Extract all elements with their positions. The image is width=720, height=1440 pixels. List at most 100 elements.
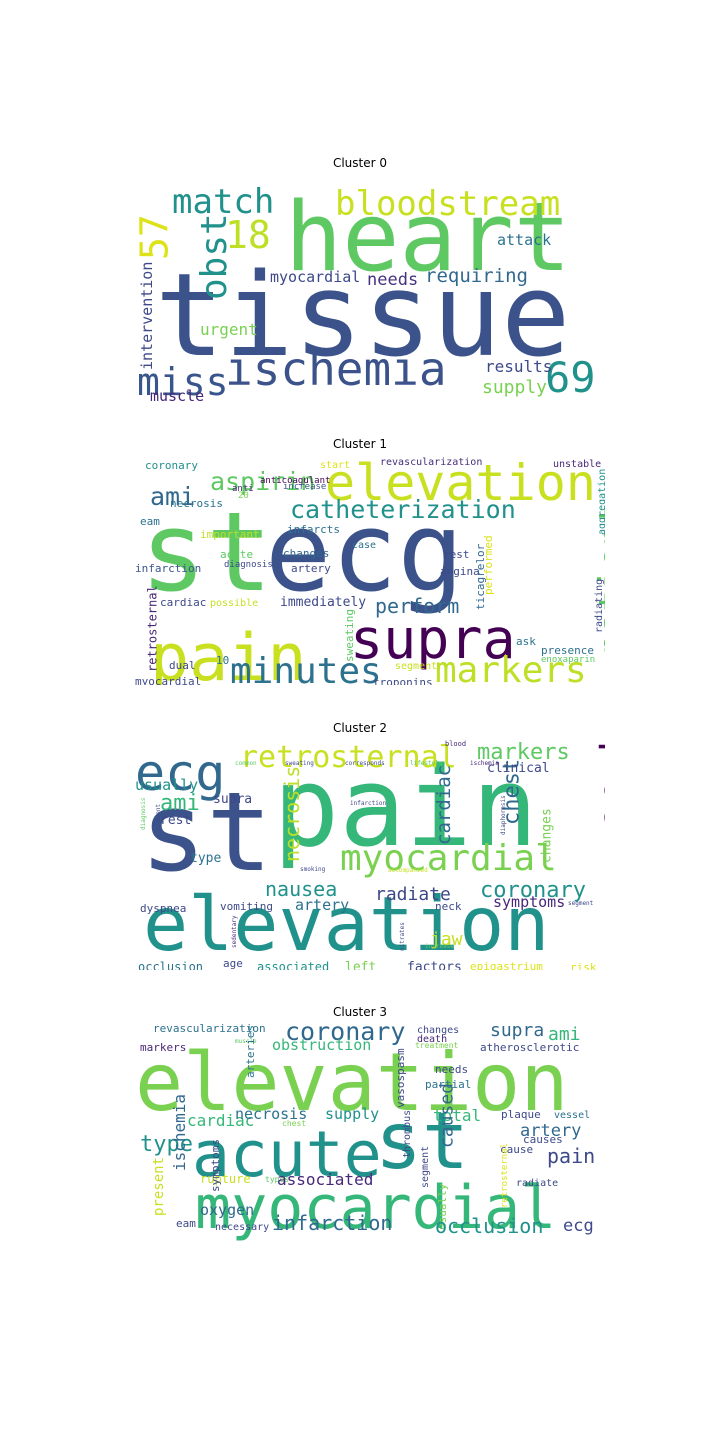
cloud-word: markers xyxy=(435,650,587,685)
cloud-word: bloodstream xyxy=(335,184,560,224)
cloud-word: blood xyxy=(445,740,466,748)
cloud-word: start xyxy=(320,460,350,471)
cloud-word: nausea xyxy=(265,877,337,901)
cloud-word: st xyxy=(140,768,272,896)
word-cloud-panel: tissue heart ischemia bloodstream match 57 18 o… xyxy=(135,170,605,405)
cloud-word: associated xyxy=(277,1170,373,1189)
cluster-title: Cluster 2 xyxy=(332,721,388,735)
cloud-word: left xyxy=(345,960,376,970)
cloud-word: infarcts xyxy=(287,523,340,536)
cloud-word: usually xyxy=(436,1183,449,1230)
cloud-word: ischemia xyxy=(225,342,447,396)
cloud-word: caused xyxy=(436,1083,457,1148)
cloud-word: chest xyxy=(282,1119,306,1128)
cloud-word: pain xyxy=(547,1144,595,1168)
cloud-word: ask xyxy=(516,635,536,648)
cloud-word: needs xyxy=(435,1063,468,1076)
cloud-word: coronary xyxy=(145,459,198,472)
cloud-word: necrosis xyxy=(280,766,304,862)
cloud-word: treatment xyxy=(415,1041,459,1050)
cloud-word: age xyxy=(223,957,243,970)
cloud-word: intervention xyxy=(138,262,156,370)
cloud-word: occlusion xyxy=(138,960,203,970)
cloud-word: symptoms xyxy=(493,893,565,911)
cloud-word: total xyxy=(433,1106,481,1125)
cluster-title: Cluster 0 xyxy=(332,156,388,170)
cloud-word: thrombus xyxy=(402,1110,413,1158)
cloud-word: revascularization xyxy=(153,1022,266,1035)
cloud-word: anti xyxy=(232,484,254,494)
cloud-word: retrosternal xyxy=(500,1143,510,1208)
cloud-word: neck xyxy=(435,900,462,913)
cloud-word: dual xyxy=(169,659,196,672)
cloud-word: supra xyxy=(213,792,252,807)
cloud-word: pain xyxy=(150,621,307,685)
cloud-word: heart xyxy=(285,183,571,293)
cloud-word: sedentary xyxy=(231,915,238,948)
cloud-word: type xyxy=(190,851,221,866)
cloud-word: ischemia xyxy=(470,760,499,767)
cloud-word: changes xyxy=(417,1025,459,1036)
cloud-word: segment xyxy=(420,1146,431,1188)
cloud-word: revascularization xyxy=(380,457,482,468)
cloud-word: diagnosis xyxy=(140,797,147,830)
cloud-word: patient xyxy=(592,503,605,655)
cloud-word: occlusion xyxy=(435,1214,543,1238)
cloud-word: 18 xyxy=(225,213,271,257)
cloud-word: muscle xyxy=(150,387,204,405)
cloud-word: anticoagulant xyxy=(260,476,330,486)
cloud-word: 20 xyxy=(238,491,249,501)
cloud-word: epigastrium xyxy=(470,960,543,970)
cloud-word: attack xyxy=(497,231,551,249)
cloud-word: radiate xyxy=(375,884,451,905)
cloud-word: ecg xyxy=(135,744,225,802)
cloud-word: acute xyxy=(591,735,605,829)
cloud-word: muscle xyxy=(235,1038,257,1045)
cloud-word: retrosternal xyxy=(146,585,160,672)
cloud-word: elevation xyxy=(325,454,596,512)
cloud-word: elevation xyxy=(135,1036,568,1129)
cloud-word: coronary xyxy=(285,1018,405,1046)
cloud-word: match xyxy=(172,182,274,222)
cloud-word: type xyxy=(140,1132,193,1157)
cloud-word: minutes xyxy=(230,651,382,685)
cloud-word: unstable xyxy=(553,459,601,470)
cloud-word: types xyxy=(265,1175,289,1184)
cloud-word: ticagrelor xyxy=(474,543,487,610)
cloud-word: myocardial xyxy=(340,838,557,879)
cloud-word: segment xyxy=(395,661,437,672)
cloud-word: plaque xyxy=(501,1108,541,1121)
cloud-word: jaw xyxy=(430,929,463,950)
cloud-word: results xyxy=(485,357,552,376)
cloud-word: sweating xyxy=(343,609,356,662)
cloud-word: associated xyxy=(257,960,329,970)
cloud-word: catheterization xyxy=(290,495,516,524)
cloud-word: angina xyxy=(440,565,480,578)
cloud-word: common xyxy=(235,760,257,767)
cloud-word: supra xyxy=(490,1020,544,1041)
cloud-word: necrosis xyxy=(170,497,223,510)
cloud-word: ecg xyxy=(563,1216,594,1236)
cloud-word: case xyxy=(352,540,376,551)
cloud-word: usually xyxy=(135,776,198,794)
cloud-word: troponins xyxy=(373,676,433,685)
cloud-word: causes xyxy=(523,1133,563,1146)
cloud-word: urgent xyxy=(200,320,258,339)
cloud-word: smoking xyxy=(300,866,326,873)
cloud-word: segment xyxy=(568,900,594,907)
cloud-word: necessary xyxy=(215,1222,269,1233)
cloud-word: increase xyxy=(425,943,454,950)
cloud-word: ami xyxy=(160,791,200,816)
cloud-word: 69 xyxy=(545,353,596,402)
cloud-word: ami xyxy=(548,1024,581,1045)
cloud-word: death xyxy=(417,1034,447,1045)
cloud-word: artery xyxy=(295,896,349,914)
cloud-word: cause xyxy=(500,1143,533,1156)
cloud-word: present xyxy=(151,1157,167,1216)
cloud-word: immediately xyxy=(280,595,366,610)
cloud-word: aspirin xyxy=(210,467,315,496)
cloud-word: necrosis xyxy=(235,1105,307,1123)
